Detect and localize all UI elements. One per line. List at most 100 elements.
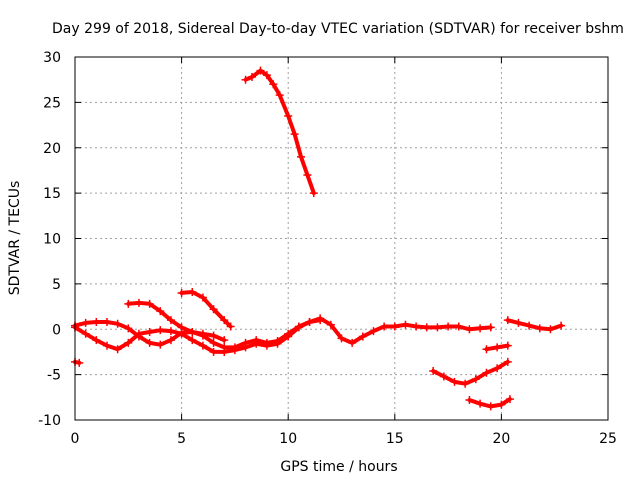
data-point <box>209 338 218 347</box>
data-point <box>514 318 523 327</box>
data-point <box>209 305 218 314</box>
x-axis-label: GPS time / hours <box>280 459 397 475</box>
y-tick-label: -10 <box>38 413 61 429</box>
data-point <box>145 299 154 308</box>
y-tick-label: -5 <box>47 368 61 384</box>
y-tick-label: 10 <box>43 232 61 248</box>
data-point <box>422 323 431 332</box>
data-point <box>493 364 502 373</box>
data-point <box>493 343 502 352</box>
data-point <box>486 402 495 411</box>
data-point <box>390 322 399 331</box>
data-point <box>92 336 101 345</box>
data-point <box>309 189 318 198</box>
data-point <box>461 379 470 388</box>
grid <box>75 57 608 420</box>
data-point <box>290 130 299 139</box>
series-line <box>126 300 227 343</box>
data-point <box>81 329 90 338</box>
data-point <box>525 321 534 330</box>
data-point <box>177 288 186 297</box>
plot-frame <box>74 56 609 421</box>
data-point <box>209 347 218 356</box>
data-point <box>166 316 175 325</box>
data-point <box>316 316 325 325</box>
data-point <box>241 75 250 84</box>
data-point <box>465 325 474 334</box>
y-tick-label: 20 <box>43 141 61 157</box>
data-point <box>262 341 271 350</box>
series-arc-high <box>241 66 318 198</box>
data-point <box>256 66 265 75</box>
data-point <box>262 71 271 80</box>
series <box>71 66 566 411</box>
data-point <box>145 338 154 347</box>
data-point <box>156 340 165 349</box>
series-line <box>73 316 493 350</box>
data-point <box>401 320 410 329</box>
data-point <box>476 324 485 333</box>
data-point <box>198 293 207 302</box>
data-point <box>535 324 544 333</box>
data-point <box>188 288 197 297</box>
data-point <box>156 326 165 335</box>
data-point <box>296 152 305 161</box>
data-point <box>284 111 293 120</box>
data-point <box>220 347 229 356</box>
data-point <box>429 366 438 375</box>
data-point <box>252 339 261 348</box>
data-point <box>465 396 474 405</box>
data-point <box>166 327 175 336</box>
x-tick-label: 10 <box>279 431 297 447</box>
data-point <box>439 372 448 381</box>
series-arc-e <box>177 288 235 331</box>
x-tick-label: 5 <box>177 431 186 447</box>
series-arc-d <box>124 298 229 345</box>
series-line <box>505 318 564 332</box>
data-point <box>247 72 256 81</box>
data-point <box>134 329 143 338</box>
series-arc-h <box>482 341 512 354</box>
data-point <box>156 307 165 316</box>
series-arc-g <box>429 357 512 388</box>
data-point <box>305 317 314 326</box>
series-arc-b <box>71 314 495 352</box>
data-point <box>92 317 101 326</box>
data-point <box>166 336 175 345</box>
x-tick-label: 15 <box>386 431 404 447</box>
data-point <box>198 341 207 350</box>
data-point <box>294 323 303 332</box>
data-point <box>433 323 442 332</box>
y-tick-label: 0 <box>52 322 61 338</box>
data-point <box>275 91 284 100</box>
data-point <box>503 341 512 350</box>
data-point <box>471 375 480 384</box>
data-point <box>486 323 495 332</box>
data-point <box>337 334 346 343</box>
data-point <box>177 323 186 332</box>
data-point <box>303 170 312 179</box>
data-point <box>380 322 389 331</box>
chart-title: Day 299 of 2018, Sidereal Day-to-day VTE… <box>52 21 624 37</box>
data-point <box>102 317 111 326</box>
data-point <box>444 322 453 331</box>
data-point <box>503 316 512 325</box>
data-point <box>557 321 566 330</box>
data-point <box>124 324 133 333</box>
data-point <box>134 298 143 307</box>
data-point <box>188 327 197 336</box>
data-point <box>273 339 282 348</box>
data-point <box>412 322 421 331</box>
data-point <box>230 346 239 355</box>
data-point <box>113 345 122 354</box>
data-point <box>482 345 491 354</box>
data-point <box>124 299 133 308</box>
data-point <box>284 332 293 341</box>
data-point <box>220 336 229 345</box>
data-point <box>476 399 485 408</box>
data-point <box>358 332 367 341</box>
data-point <box>145 327 154 336</box>
data-point <box>226 322 235 331</box>
data-point <box>348 338 357 347</box>
